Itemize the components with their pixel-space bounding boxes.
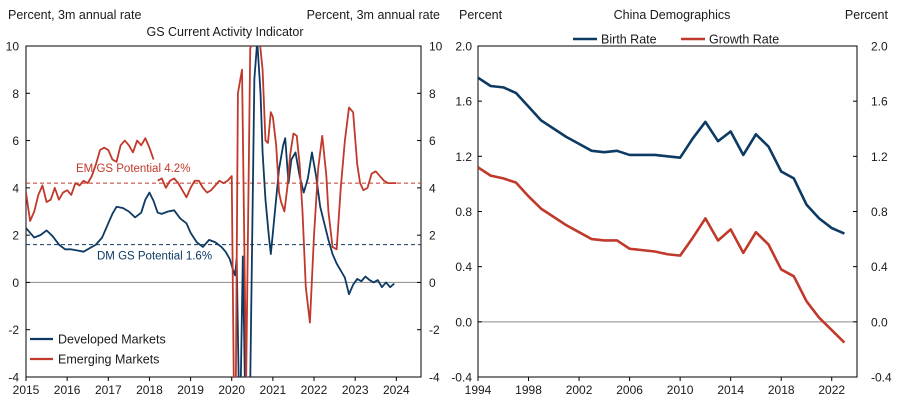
y-tick-label-left: 2 xyxy=(12,229,19,243)
y-tick-label-left: 2.0 xyxy=(455,40,472,54)
y-tick-label-left: 6 xyxy=(12,134,19,148)
y-tick-label-right: 2.0 xyxy=(871,40,888,54)
x-tick-label: 2020 xyxy=(218,383,245,397)
y-tick-label-right: -0.4 xyxy=(871,371,892,385)
y-tick-label-right: 8 xyxy=(429,87,436,101)
y-tick-label-left: 0.0 xyxy=(455,315,472,329)
x-tick-label: 2021 xyxy=(260,383,287,397)
reference-line-label: EM GS Potential 4.2% xyxy=(76,163,190,175)
y-tick-label-left: -4 xyxy=(8,371,19,385)
y-tick-label-right: 0 xyxy=(429,276,436,290)
left-chart-plot: -4 -4 -2 -2 0 0 2 2 4 4 6 6 8 8 10 10 2015 2016 2017 2018 20… xyxy=(6,40,443,398)
series-line-0 xyxy=(26,46,395,377)
left-chart-ylabel-left: Percent, 3m annual rate xyxy=(8,8,141,22)
x-tick-label: 2024 xyxy=(383,383,410,397)
y-tick-label-left: 0 xyxy=(12,276,19,290)
y-tick-label-right: 4 xyxy=(429,181,436,195)
left-chart-title: GS Current Activity Indicator xyxy=(146,25,303,39)
y-tick-label-left: 10 xyxy=(6,40,20,54)
y-tick-label-right: 2 xyxy=(429,229,436,243)
series-line-0 xyxy=(478,76,845,235)
y-tick-label-right: 0.8 xyxy=(871,205,888,219)
right-chart-title: China Demographics xyxy=(614,8,731,22)
legend-label-growth-rate: Growth Rate xyxy=(709,33,779,47)
plot-frame xyxy=(25,45,422,378)
left-chart-ylabel-right: Percent, 3m annual rate xyxy=(307,8,440,22)
y-tick-label-left: 0.4 xyxy=(455,260,472,274)
y-tick-label-right: 1.2 xyxy=(871,150,888,164)
x-tick-label: 2014 xyxy=(717,383,744,397)
x-tick-label: 2006 xyxy=(616,383,643,397)
x-tick-label: 1998 xyxy=(515,383,542,397)
legend-label-birth-rate: Birth Rate xyxy=(601,33,657,47)
series-line-1 xyxy=(157,46,397,377)
x-tick-label: 2002 xyxy=(566,383,593,397)
y-tick-label-left: 8 xyxy=(12,87,19,101)
legend-label-developed: Developed Markets xyxy=(58,333,166,347)
y-tick-label-left: 0.8 xyxy=(455,205,472,219)
right-chart-ylabel-right: Percent xyxy=(845,8,889,22)
left-chart-legend: Developed Markets Emerging Markets xyxy=(30,333,166,367)
y-tick-label-left: 1.2 xyxy=(455,150,472,164)
right-chart-plot: -0.4 -0.4 0.0 0.0 0.4 0.4 0.8 0.8 1.2 1.2 1.6 1.6 2.… xyxy=(451,40,892,398)
x-tick-label: 2015 xyxy=(13,383,40,397)
y-tick-label-left: -2 xyxy=(8,323,19,337)
x-tick-label: 2022 xyxy=(818,383,845,397)
y-tick-label-left: 1.6 xyxy=(455,95,472,109)
x-tick-label: 2017 xyxy=(95,383,122,397)
right-chart-legend: Birth Rate Growth Rate xyxy=(573,33,779,47)
legend-label-emerging: Emerging Markets xyxy=(58,353,159,367)
y-tick-label-left: -0.4 xyxy=(451,371,472,385)
series-line-1 xyxy=(26,137,155,222)
y-tick-label-right: 1.6 xyxy=(871,95,888,109)
y-tick-label-right: -4 xyxy=(429,371,440,385)
y-tick-label-right: 0.0 xyxy=(871,315,888,329)
x-tick-label: 2019 xyxy=(177,383,204,397)
x-tick-label: 1994 xyxy=(465,383,492,397)
y-tick-label-right: -2 xyxy=(429,323,440,337)
y-tick-label-right: 0.4 xyxy=(871,260,888,274)
x-tick-label: 2010 xyxy=(667,383,694,397)
reference-line-label: DM GS Potential 1.6% xyxy=(97,251,212,263)
right-chart-ylabel-left: Percent xyxy=(459,8,503,22)
x-tick-label: 2018 xyxy=(768,383,795,397)
series-line-1 xyxy=(478,166,846,344)
x-tick-label: 2022 xyxy=(301,383,328,397)
x-tick-label: 2018 xyxy=(136,383,163,397)
y-tick-label-right: 6 xyxy=(429,134,436,148)
y-tick-label-left: 4 xyxy=(12,181,19,195)
x-tick-label: 2023 xyxy=(342,383,369,397)
x-tick-label: 2016 xyxy=(54,383,81,397)
y-tick-label-right: 10 xyxy=(429,40,443,54)
